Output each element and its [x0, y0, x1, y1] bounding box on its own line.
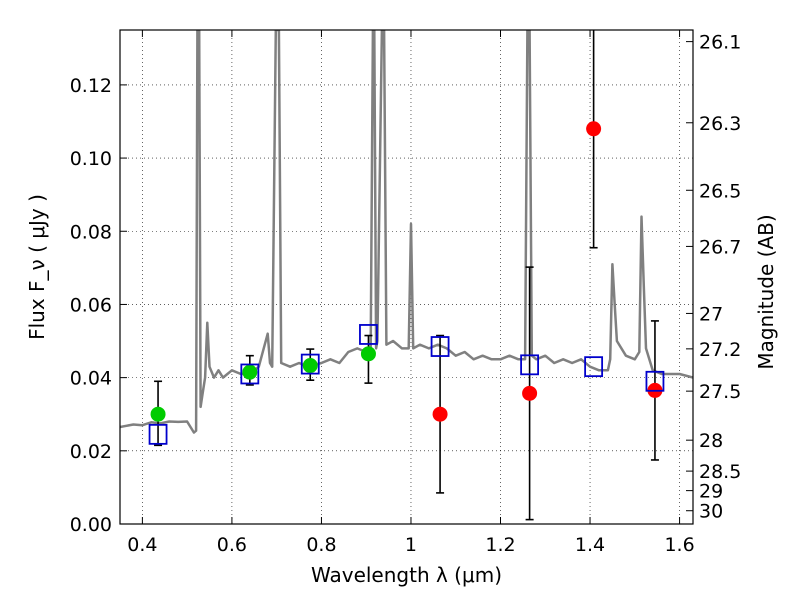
x-axis-label: Wavelength λ (μm): [311, 563, 502, 587]
y-tick-label: 0.02: [70, 441, 112, 463]
blue-square-point: [300, 353, 320, 375]
plot-frame: [119, 29, 694, 525]
green-data-point: [150, 406, 166, 422]
y-axis-label: Flux F_ν ( μJy ): [25, 194, 49, 340]
y-tick-label: 0.00: [70, 514, 112, 536]
y-tick-label: 0.12: [70, 75, 112, 97]
green-data-point: [360, 346, 376, 362]
plot-area: [120, 30, 693, 521]
red-data-point: [586, 121, 602, 137]
green-data-point: [302, 358, 318, 374]
grid: [120, 30, 693, 525]
y2-tick-label: 27.2: [699, 339, 741, 361]
blue-square-point: [240, 363, 260, 385]
x-tick-label: 0.8: [306, 534, 336, 556]
blue-square-point: [645, 370, 665, 392]
y-tick-label: 0.10: [70, 148, 112, 170]
red-data-point: [522, 385, 538, 401]
axis-ticks: 0.4 0.6 0.8 1 1.2 1.4 1.6 0.00 0.02 0.04 0.06 0.08 0…: [70, 30, 741, 556]
y-tick-label: 0.04: [70, 368, 112, 390]
y-tick-label: 0.06: [70, 294, 112, 316]
y-tick-label: 0.08: [70, 221, 112, 243]
y2-tick-label: 26.1: [699, 32, 741, 54]
model-spectrum-line: [120, 30, 693, 434]
x-tick-label: 0.6: [217, 534, 247, 556]
blue-square-point: [520, 354, 540, 376]
y2-tick-label: 26.3: [699, 113, 741, 135]
x-tick-label: 0.4: [127, 534, 157, 556]
y2-tick-label: 26.5: [699, 180, 741, 202]
x-tick-label: 1.6: [664, 534, 694, 556]
y2-tick-label: 27.5: [699, 381, 741, 403]
blue-square-point: [584, 356, 604, 378]
y2-tick-label: 28: [699, 430, 723, 452]
blue-square-point: [148, 423, 168, 445]
y2-tick-label: 29: [699, 481, 723, 503]
y2-tick-label: 27: [699, 303, 723, 325]
blue-square-point: [359, 324, 378, 345]
y2-tick-label: 26.7: [699, 236, 741, 258]
x-tick-label: 1.4: [575, 534, 605, 556]
x-tick-label: 1: [405, 534, 417, 556]
blue-square-point: [430, 336, 450, 357]
green-data-point: [242, 364, 258, 380]
red-data-point: [432, 406, 448, 422]
y-axis-right-label: Magnitude (AB): [754, 214, 778, 369]
y2-tick-label: 30: [699, 501, 723, 523]
x-tick-label: 1.2: [485, 534, 515, 556]
y2-tick-label: 28.5: [699, 461, 741, 483]
